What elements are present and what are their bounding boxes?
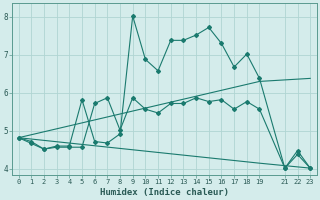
X-axis label: Humidex (Indice chaleur): Humidex (Indice chaleur) (100, 188, 229, 197)
